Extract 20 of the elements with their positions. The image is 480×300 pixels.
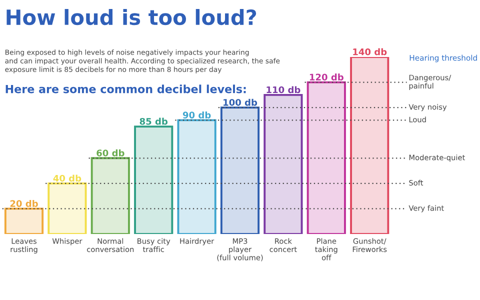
- bar: [220, 106, 260, 234]
- bar: [350, 57, 390, 234]
- data-label: 85 db: [140, 118, 168, 125]
- bar: [48, 182, 87, 234]
- chart-title: How loud is too loud?: [6, 9, 256, 26]
- data-label: 120 db: [310, 74, 344, 81]
- bar: [90, 157, 130, 234]
- bar: [264, 94, 303, 234]
- data-label: 110 db: [266, 86, 300, 94]
- data-label: 100 db: [224, 98, 258, 106]
- bar: [134, 126, 174, 234]
- data-label: 90 db: [182, 111, 211, 118]
- annotation: Here are some common decibel levels:: [6, 84, 246, 94]
- bar: [306, 81, 346, 234]
- data-label: 20 db: [10, 200, 38, 207]
- bar: [4, 208, 44, 234]
- data-label: 60 db: [96, 149, 124, 156]
- data-label: 140 db: [353, 48, 387, 56]
- bar: [177, 119, 216, 234]
- data-label: 40 db: [53, 174, 82, 182]
